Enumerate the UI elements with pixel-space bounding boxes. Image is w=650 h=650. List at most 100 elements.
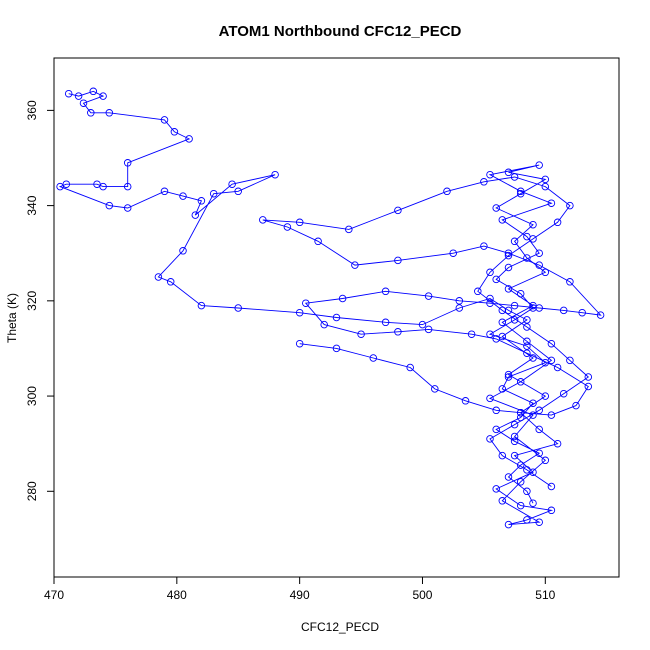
data-point bbox=[56, 182, 64, 191]
data-point bbox=[516, 378, 525, 386]
data-point bbox=[259, 216, 267, 224]
data-point bbox=[547, 482, 556, 491]
data-point bbox=[566, 278, 574, 286]
data-point bbox=[394, 206, 402, 215]
data-point bbox=[541, 358, 550, 367]
data-point bbox=[541, 175, 550, 184]
data-point bbox=[523, 342, 531, 350]
x-tick-label: 490 bbox=[290, 588, 310, 602]
data-point bbox=[584, 373, 593, 381]
data-point bbox=[529, 399, 537, 407]
data-point bbox=[504, 473, 513, 481]
data-point bbox=[105, 201, 114, 210]
data-point bbox=[105, 109, 114, 117]
data-point bbox=[295, 218, 304, 227]
data-point bbox=[498, 385, 507, 393]
data-point bbox=[345, 225, 353, 234]
data-point bbox=[547, 411, 556, 419]
data-point bbox=[492, 425, 500, 434]
data-point bbox=[234, 304, 242, 312]
data-point bbox=[480, 178, 488, 186]
data-point bbox=[394, 256, 402, 265]
data-point bbox=[498, 451, 507, 460]
data-point bbox=[492, 204, 500, 212]
data-point bbox=[418, 320, 427, 329]
data-point bbox=[302, 299, 310, 307]
data-point bbox=[510, 301, 519, 310]
data-point bbox=[510, 437, 519, 446]
data-point bbox=[160, 187, 169, 196]
data-point bbox=[93, 180, 101, 188]
data-point bbox=[357, 330, 365, 338]
plot-area bbox=[56, 87, 605, 529]
data-point bbox=[179, 192, 187, 200]
series-line bbox=[58, 90, 559, 526]
y-axis-label: Theta (K) bbox=[5, 293, 19, 343]
y-axis: 280 300 320 340 360 bbox=[25, 100, 54, 501]
y-tick-label: 300 bbox=[25, 386, 39, 406]
data-point bbox=[523, 466, 531, 474]
data-point bbox=[160, 116, 169, 124]
x-tick-label: 510 bbox=[535, 588, 555, 602]
x-axis-label: CFC12_PECD bbox=[301, 620, 379, 634]
chart-title: ATOM1 Northbound CFC12_PECD bbox=[219, 23, 462, 40]
data-point bbox=[79, 99, 88, 107]
data-point bbox=[228, 180, 236, 188]
data-point bbox=[455, 304, 464, 312]
data-point bbox=[535, 406, 543, 415]
data-point bbox=[535, 249, 543, 257]
data-point bbox=[209, 189, 218, 198]
data-point bbox=[455, 297, 464, 305]
data-point bbox=[510, 451, 519, 460]
x-axis: 470 480 490 500 510 bbox=[44, 577, 556, 602]
data-point bbox=[271, 170, 279, 179]
data-point bbox=[504, 520, 513, 529]
data-point bbox=[572, 401, 580, 410]
data-point bbox=[523, 349, 531, 357]
data-point bbox=[516, 478, 525, 486]
data-point bbox=[498, 306, 507, 315]
data-point bbox=[529, 235, 537, 243]
data-point bbox=[559, 389, 568, 398]
data-point bbox=[535, 449, 543, 457]
series-1 bbox=[56, 87, 562, 529]
data-point bbox=[566, 201, 574, 210]
series-2 bbox=[259, 173, 605, 491]
data-point bbox=[492, 406, 500, 415]
data-point bbox=[510, 173, 519, 181]
data-point bbox=[338, 294, 347, 303]
data-point bbox=[431, 385, 439, 393]
y-tick-label: 360 bbox=[25, 100, 39, 120]
data-point bbox=[504, 285, 513, 293]
data-point bbox=[516, 187, 525, 196]
data-point bbox=[154, 273, 163, 281]
data-point bbox=[553, 439, 562, 448]
data-point bbox=[535, 425, 543, 434]
data-point bbox=[510, 237, 519, 246]
data-point bbox=[498, 216, 507, 224]
x-tick-label: 480 bbox=[167, 588, 187, 602]
data-point bbox=[510, 420, 519, 429]
data-point bbox=[480, 242, 488, 250]
data-point bbox=[535, 304, 543, 312]
data-point bbox=[504, 373, 513, 381]
y-tick-label: 320 bbox=[25, 291, 39, 311]
data-point bbox=[89, 87, 98, 96]
data-point bbox=[504, 251, 513, 260]
data-point bbox=[529, 499, 537, 507]
series-line bbox=[262, 176, 602, 487]
data-point bbox=[332, 344, 341, 353]
data-point bbox=[486, 170, 494, 179]
data-point bbox=[523, 316, 531, 324]
data-point bbox=[486, 435, 494, 443]
data-point bbox=[461, 397, 470, 405]
data-point bbox=[510, 432, 519, 441]
data-point bbox=[449, 249, 457, 257]
data-point bbox=[529, 411, 537, 419]
data-point bbox=[406, 363, 414, 372]
data-point bbox=[498, 318, 507, 327]
plot-frame bbox=[53, 57, 620, 578]
data-point bbox=[553, 218, 562, 227]
data-point bbox=[504, 263, 513, 272]
